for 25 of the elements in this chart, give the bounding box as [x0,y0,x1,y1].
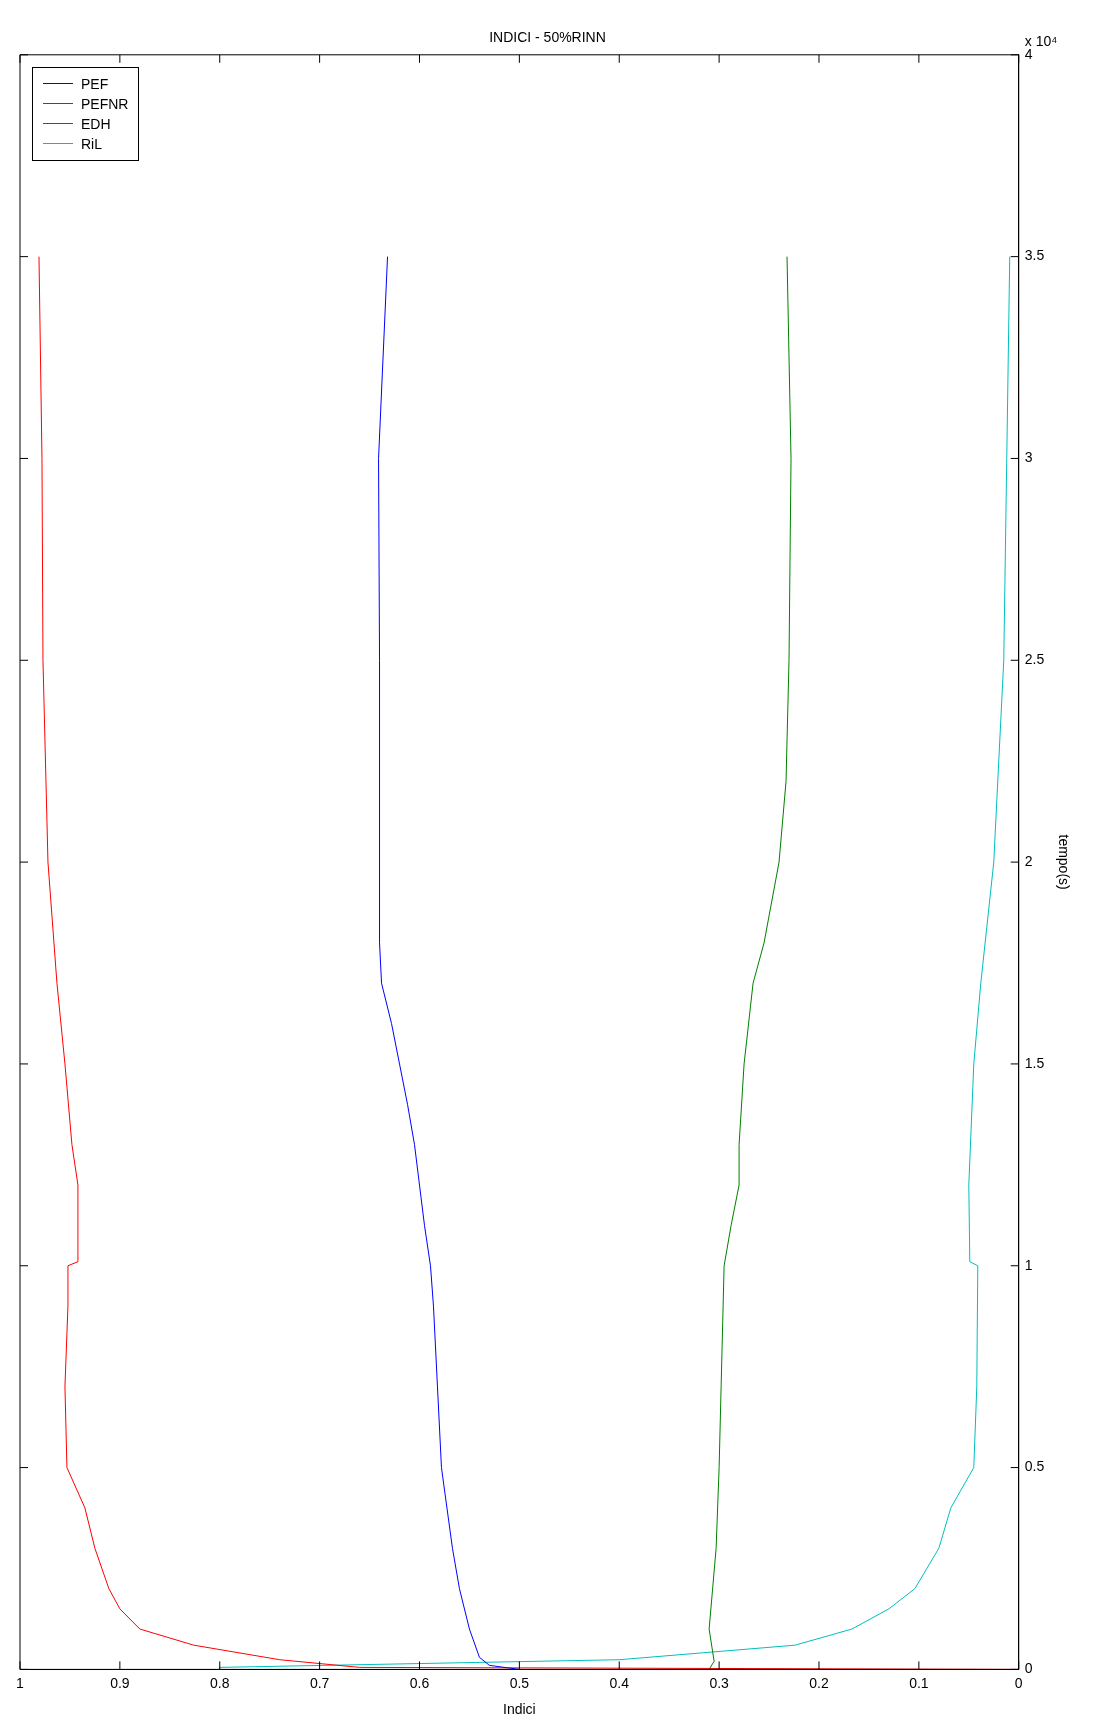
y-tick-label: 0.5 [1024,1458,1045,1475]
chart-title: INDICI - 50%RINN [489,29,606,46]
legend-label: EDH [81,114,111,134]
x-tick-label: 0.2 [809,1674,829,1691]
x-tick-label: 1 [16,1674,25,1691]
x-tick-label: 0.3 [709,1674,730,1691]
x-tick-label: 0.1 [909,1674,929,1691]
x-tick-label: 0.6 [409,1674,430,1691]
y-tick-label: 1 [1024,1256,1033,1273]
legend-label: PEF [81,74,109,94]
x-tick-label: 0.9 [110,1674,130,1691]
legend-label: PEFNR [81,94,129,114]
x-tick-label: 0.5 [509,1674,530,1691]
x-tick-label: 0.8 [210,1674,230,1691]
y-tick-label: 0 [1024,1660,1033,1677]
y-tick-label: 3.5 [1024,247,1045,264]
x-tick-label: 0.7 [309,1674,330,1691]
y-axis-title: tempo(s) [1055,834,1072,890]
legend-label: RiL [81,134,103,154]
x-axis-title: Indici [503,1701,536,1718]
x-tick-label: 0.4 [609,1674,630,1691]
y-tick-label: 2 [1024,852,1033,869]
y-tick-label: 3 [1024,449,1033,466]
y-tick-label: 1.5 [1024,1054,1045,1071]
y-tick-label: 2.5 [1024,651,1045,668]
